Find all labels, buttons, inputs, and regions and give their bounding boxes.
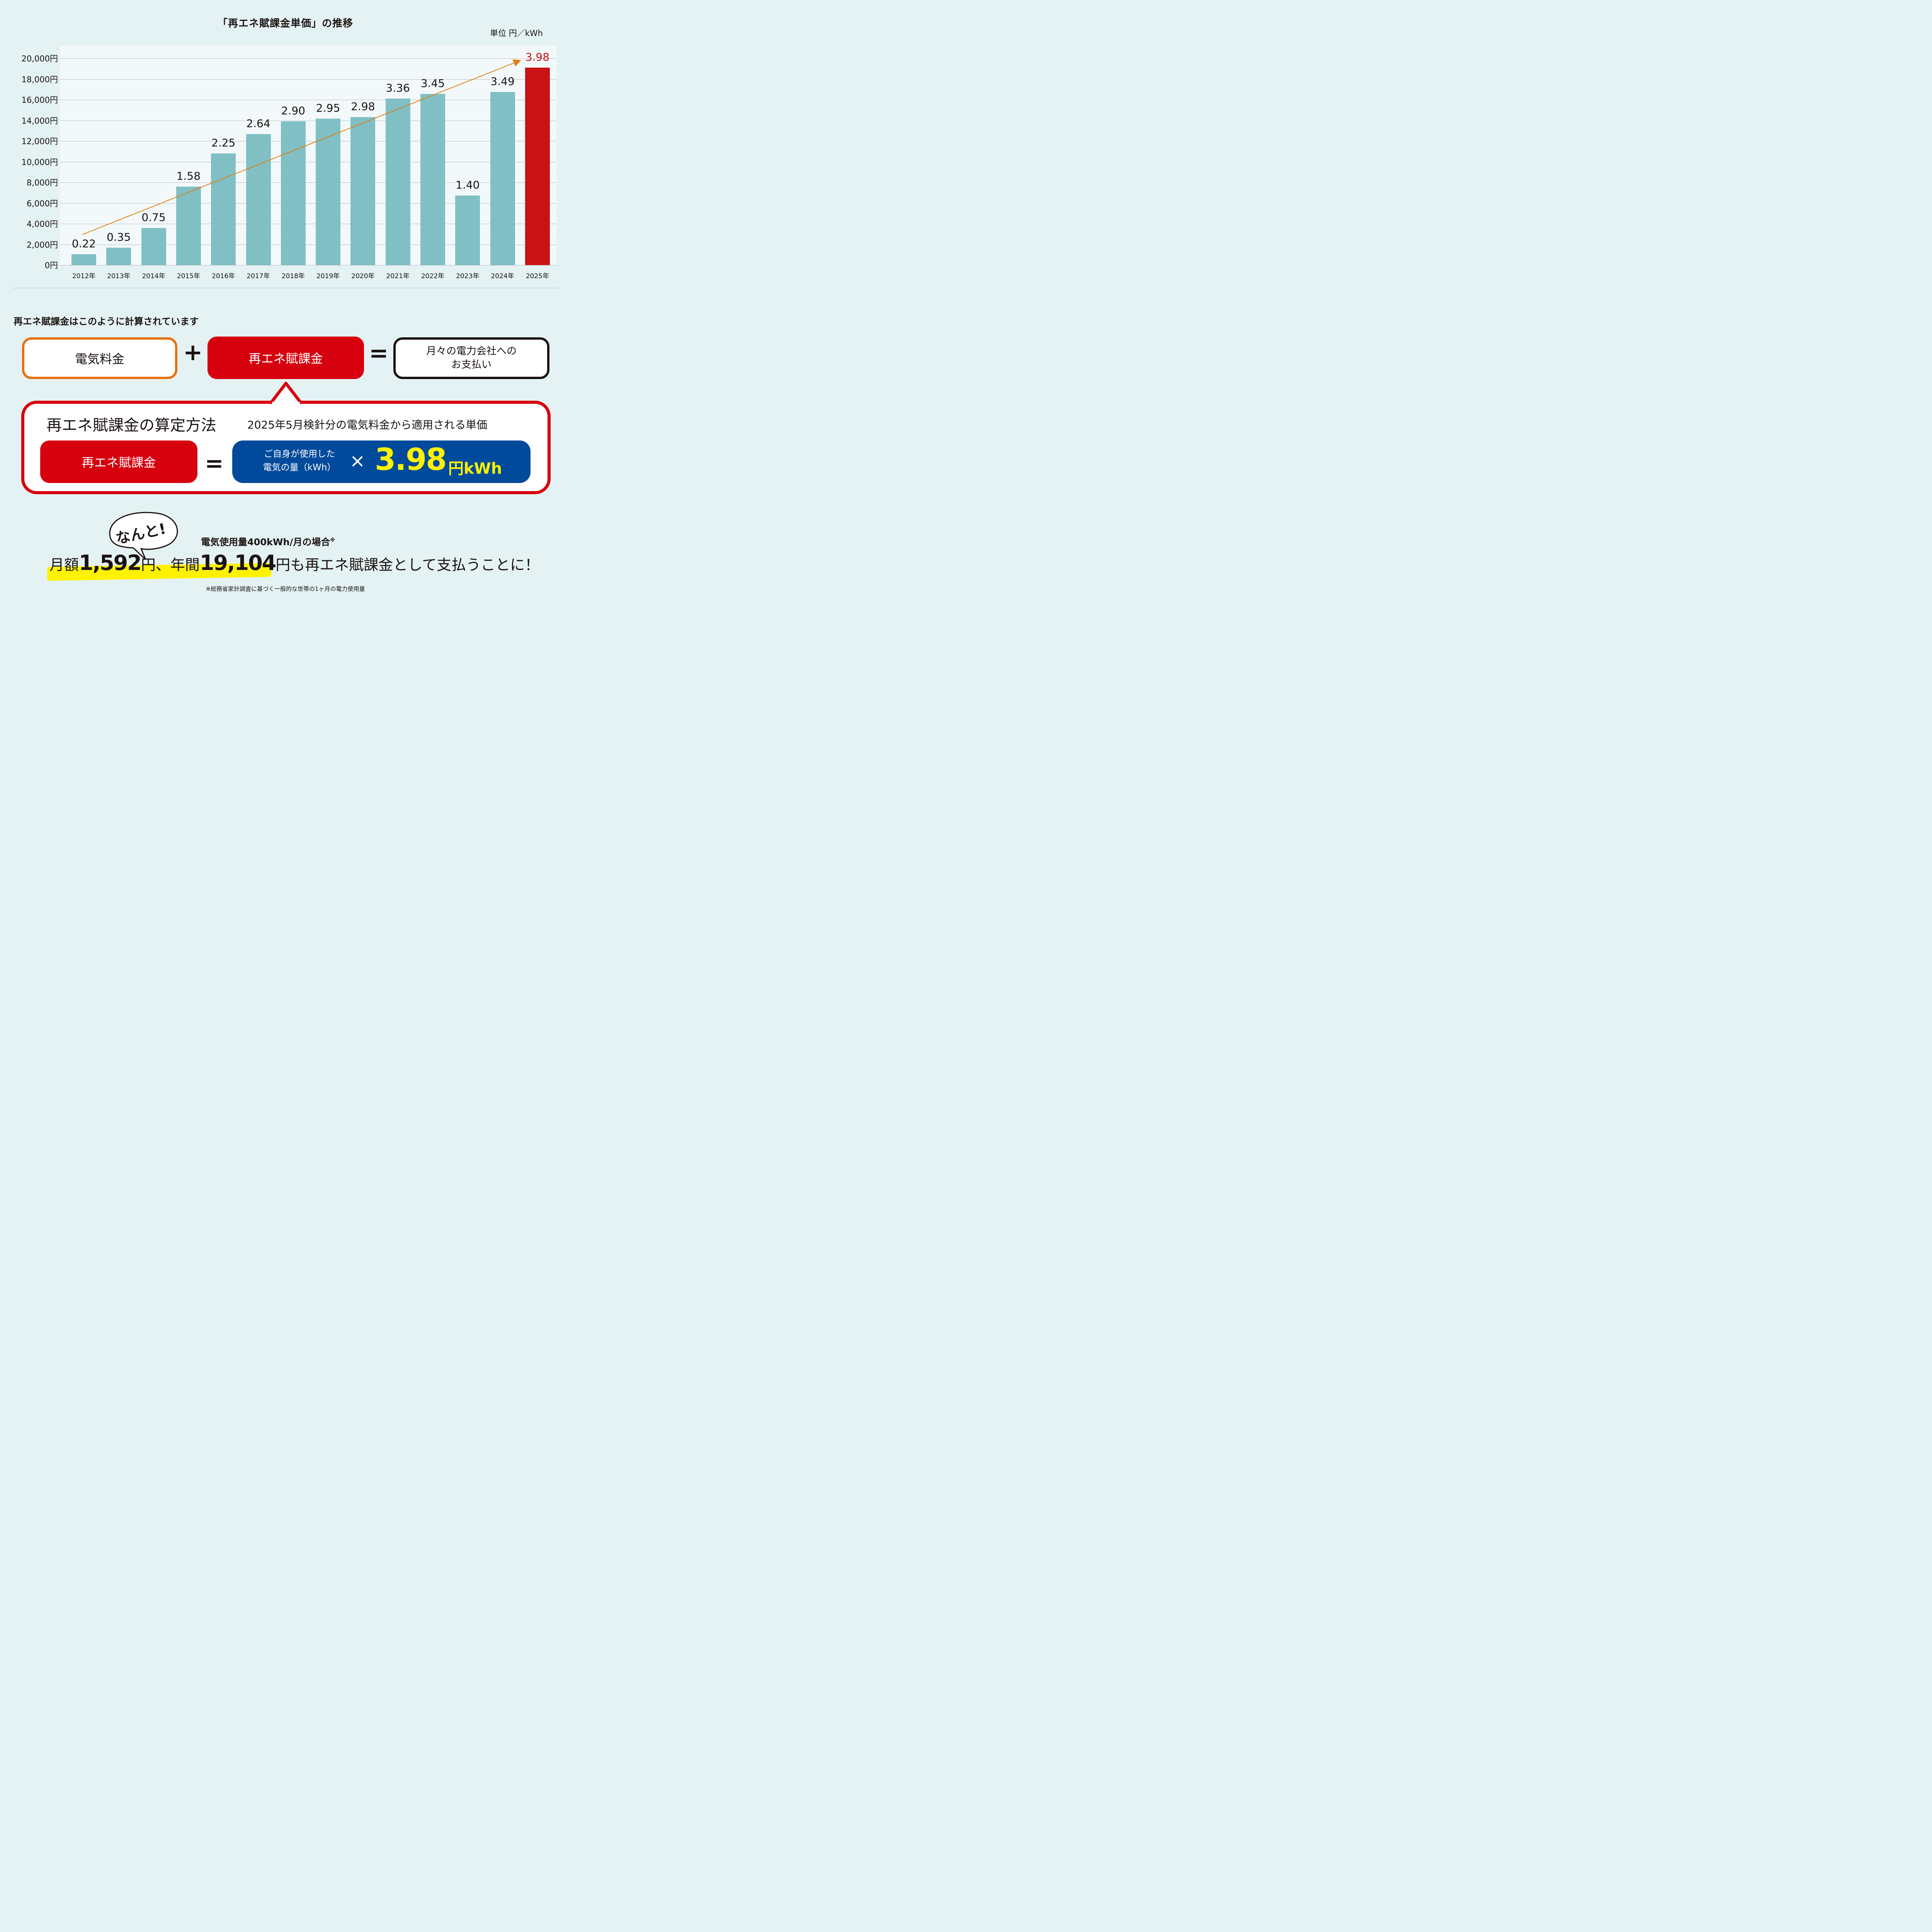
- plus-operator: +: [183, 339, 203, 366]
- y-tick-label: 16,000円: [21, 95, 58, 105]
- y-tick-label: 20,000円: [21, 54, 58, 63]
- bar-value-label: 1.40: [456, 179, 480, 192]
- levy-label-method: 再エネ賦課金: [82, 455, 156, 470]
- y-tick-label: 14,000円: [21, 116, 58, 126]
- x-tick-label: 2016年: [212, 272, 235, 280]
- bar: [211, 153, 236, 265]
- bar-value-label: 3.98: [525, 50, 550, 63]
- bar: [350, 117, 376, 265]
- chart-title: 「再エネ賦課金単価」の推移: [217, 18, 353, 29]
- bar-value-label: 0.22: [71, 237, 96, 250]
- callout-pointer-icon: [270, 382, 301, 405]
- headline-tail: も再エネ賦課金として支払うことに！: [290, 556, 540, 573]
- unit-label: 単位 円／kWh: [490, 29, 543, 38]
- speech-bubble-icon: [109, 512, 178, 560]
- bar: [176, 187, 201, 265]
- bar: [525, 67, 550, 265]
- x-tick-label: 2023年: [456, 272, 480, 280]
- bar: [281, 121, 306, 265]
- x-tick-label: 2021年: [386, 272, 410, 280]
- formula-heading: 再エネ賦課金はこのように計算されています: [14, 316, 199, 327]
- monthly-prefix: 月額: [49, 556, 79, 573]
- x-tick-label: 2019年: [316, 272, 340, 280]
- usage-condition-text: 電気使用量400kWh/月の場合: [201, 537, 330, 548]
- times-operator: ×: [350, 450, 366, 472]
- bar-value-label: 0.75: [141, 211, 166, 224]
- unit-price-unit: 円kWh: [448, 460, 502, 478]
- bar-value-label: 0.35: [107, 231, 131, 244]
- x-tick-label: 2012年: [72, 272, 96, 280]
- usage-line-2: 電気の量（kWh）: [263, 462, 336, 473]
- bar: [106, 248, 131, 265]
- bar-value-label: 3.45: [420, 77, 445, 90]
- y-tick-label: 6,000円: [26, 199, 58, 208]
- annual-amount: 19,104: [199, 551, 276, 575]
- footnote-mark: ※: [330, 537, 335, 543]
- usage-text: ご自身が使用した 電気の量（kWh）: [255, 447, 344, 474]
- electric-fee-box: 電気料金: [22, 337, 177, 379]
- method-subtitle: 2025年5月検針分の電気料金から適用される単価: [247, 418, 488, 431]
- bar-value-label: 2.64: [246, 117, 270, 130]
- gridline: [60, 203, 556, 204]
- footnote: ※総務省家計調査に基づく一般的な世帯の1ヶ月の電力使用量: [206, 585, 365, 592]
- bar-value-label: 2.98: [351, 100, 375, 113]
- usage-line-1: ご自身が使用した: [264, 449, 335, 459]
- payment-line-2: お支払い: [451, 359, 492, 371]
- x-tick-label: 2014年: [142, 272, 165, 280]
- x-tick-label: 2020年: [351, 272, 375, 280]
- x-tick-label: 2022年: [421, 272, 445, 280]
- bar: [490, 92, 515, 265]
- y-tick-label: 2,000円: [26, 240, 58, 250]
- bar: [385, 98, 410, 265]
- annual-suffix: 円: [276, 556, 291, 573]
- summary-headline: 月額1,592円、年間19,104円も再エネ賦課金として支払うことに！: [49, 551, 539, 575]
- y-tick-label: 12,000円: [21, 137, 58, 146]
- usage-condition: 電気使用量400kWh/月の場合※: [201, 534, 335, 548]
- bar-value-label: 2.25: [211, 136, 236, 150]
- x-tick-label: 2013年: [107, 272, 131, 280]
- x-tick-label: 2025年: [526, 272, 549, 280]
- bar: [141, 228, 166, 265]
- electric-fee-label: 電気料金: [75, 352, 124, 366]
- bar: [246, 134, 271, 265]
- bar: [455, 196, 480, 265]
- gridline: [60, 58, 556, 59]
- bar: [420, 94, 445, 265]
- bar-value-label: 1.58: [176, 170, 201, 183]
- y-tick-label: 10,000円: [21, 157, 58, 167]
- bar-value-label: 3.49: [490, 75, 515, 88]
- bar: [316, 119, 341, 265]
- x-tick-label: 2024年: [491, 272, 514, 280]
- y-tick-label: 4,000円: [26, 219, 58, 229]
- y-tick-label: 18,000円: [21, 75, 58, 84]
- levy-label: 再エネ賦課金: [248, 351, 323, 366]
- levy-box-method: 再エネ賦課金: [40, 440, 197, 483]
- method-title: 再エネ賦課金の算定方法: [46, 417, 216, 434]
- monthly-suffix: 円、年間: [141, 556, 200, 573]
- unit-price-value: 3.98: [375, 442, 447, 477]
- levy-box: 再エネ賦課金: [207, 337, 364, 379]
- x-tick-label: 2015年: [177, 272, 201, 280]
- payment-box: 月々の電力会社への お支払い: [393, 337, 549, 379]
- payment-line-1: 月々の電力会社への: [426, 345, 517, 357]
- equals-operator: =: [369, 340, 389, 367]
- x-tick-label: 2018年: [281, 272, 305, 280]
- usage-times-price-box: [232, 440, 531, 483]
- y-tick-label: 0円: [44, 261, 58, 270]
- equals-operator-method: =: [205, 450, 224, 476]
- monthly-amount: 1,592: [79, 551, 142, 575]
- y-tick-label: 8,000円: [26, 178, 58, 187]
- x-tick-label: 2017年: [247, 272, 270, 280]
- bar: [71, 254, 96, 265]
